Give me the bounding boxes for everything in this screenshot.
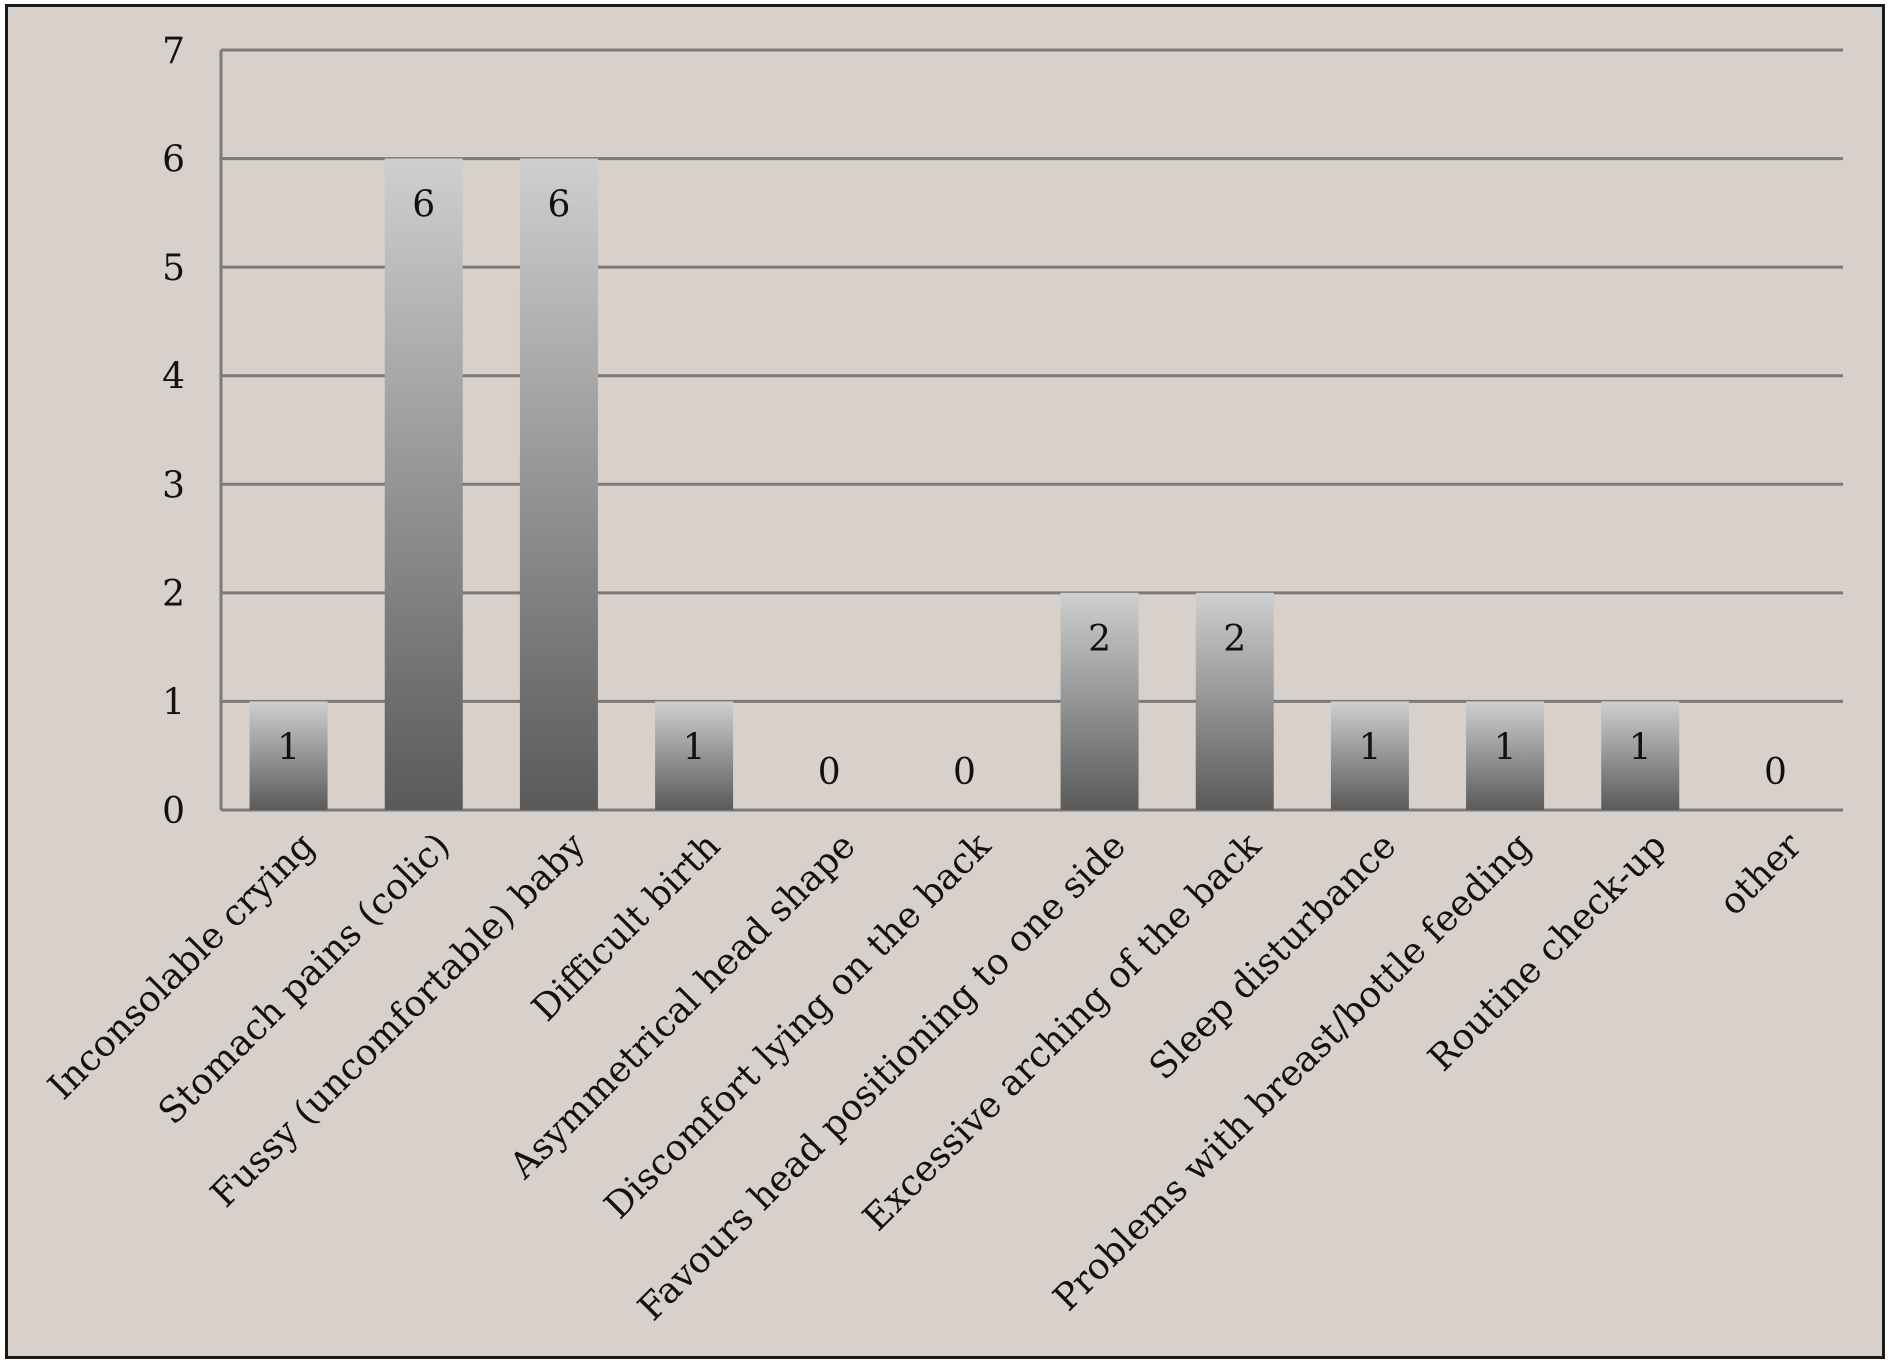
data-label: 0 xyxy=(1764,752,1787,793)
category-label: Sleep disturbance xyxy=(1142,825,1405,1088)
data-labels: 1 6 6 1 0 0 2 2 1 1 1 0 xyxy=(277,185,1787,793)
data-label: 2 xyxy=(1088,619,1111,660)
y-tick-label: 1 xyxy=(162,682,185,723)
bars xyxy=(249,158,1680,811)
data-label: 1 xyxy=(1358,727,1381,768)
data-label: 0 xyxy=(818,752,841,793)
bar xyxy=(1466,701,1545,810)
bar xyxy=(384,158,463,811)
category-label: Problems with breast/bottle feeding xyxy=(1046,825,1540,1319)
y-tick-label: 0 xyxy=(162,791,185,832)
bar xyxy=(1330,701,1409,810)
data-label: 1 xyxy=(277,727,300,768)
bar xyxy=(249,701,328,810)
y-tick-label: 2 xyxy=(162,574,185,615)
y-tick-label: 3 xyxy=(162,465,185,506)
data-label: 1 xyxy=(683,727,706,768)
y-tick-label: 7 xyxy=(162,31,185,72)
data-label: 0 xyxy=(953,752,976,793)
data-label: 2 xyxy=(1223,619,1246,660)
y-tick-label: 4 xyxy=(162,357,185,398)
y-tick-label: 6 xyxy=(162,140,185,181)
category-label: other xyxy=(1712,825,1811,924)
bar xyxy=(1195,592,1274,810)
y-tick-labels: 0 1 2 3 4 5 6 7 xyxy=(162,31,185,832)
category-label: Favours head positioning to one side xyxy=(630,825,1133,1328)
category-label: Inconsolable crying xyxy=(41,825,323,1107)
data-label: 1 xyxy=(1629,727,1652,768)
y-tick-label: 5 xyxy=(162,248,185,289)
data-label: 1 xyxy=(1494,727,1517,768)
bar xyxy=(1060,592,1139,810)
chart-frame xyxy=(5,4,1885,1359)
gridlines xyxy=(221,48,1843,812)
bar xyxy=(1601,701,1680,810)
category-label: Routine check-up xyxy=(1421,825,1675,1079)
data-label: 6 xyxy=(412,185,435,226)
bar xyxy=(519,158,598,811)
data-label: 6 xyxy=(547,185,570,226)
bar xyxy=(655,701,734,810)
